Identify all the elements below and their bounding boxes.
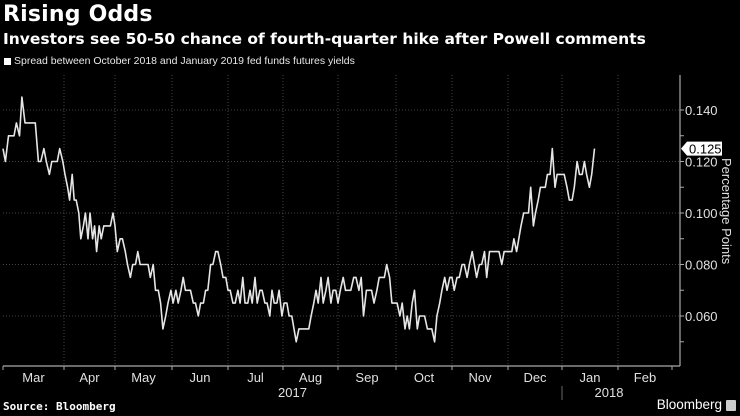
legend-swatch bbox=[4, 57, 11, 65]
x-tick-label: Mar bbox=[22, 370, 45, 385]
x-tick-label: Jul bbox=[247, 370, 264, 385]
x-tick-label: Sep bbox=[355, 370, 378, 385]
y-tick-label: 0.120 bbox=[685, 155, 718, 170]
chart-subtitle: Investors see 50-50 chance of fourth-qua… bbox=[3, 30, 646, 48]
legend-label: Spread between October 2018 and January … bbox=[14, 55, 355, 67]
x-axis-ticks: Mar Apr May Jun Jul Aug Sep Oct Nov Dec Jan Feb 2017… bbox=[2, 366, 673, 400]
last-value-label: 0.125 bbox=[681, 141, 722, 157]
source-note: Source: Bloomberg bbox=[3, 400, 116, 413]
x-tick-label: Feb bbox=[634, 370, 656, 385]
y-tick-label: 0.060 bbox=[685, 309, 718, 324]
x-tick-label: Apr bbox=[79, 370, 100, 385]
series-line bbox=[2, 96, 596, 343]
brand-logo-text: Bloomberg bbox=[656, 397, 722, 412]
legend: Spread between October 2018 and January … bbox=[4, 55, 355, 67]
gridlines bbox=[3, 75, 680, 366]
y-axis-ticks: 0.060 0.080 0.100 0.120 0.140 bbox=[680, 103, 718, 343]
last-value-text: 0.125 bbox=[689, 142, 722, 157]
x-tick-label: Jun bbox=[190, 370, 211, 385]
x-tick-label: Oct bbox=[414, 370, 435, 385]
y-tick-label: 0.100 bbox=[685, 206, 718, 221]
x-tick-label: Dec bbox=[523, 370, 547, 385]
chart-title: Rising Odds bbox=[3, 2, 153, 27]
x-year-label: 2017 bbox=[278, 385, 307, 400]
x-tick-label: Nov bbox=[468, 370, 492, 385]
last-value-badge bbox=[681, 141, 722, 156]
x-tick-label: Jan bbox=[580, 370, 601, 385]
y-tick-label: 0.140 bbox=[685, 103, 718, 118]
x-tick-label: Aug bbox=[299, 370, 322, 385]
x-year-label: 2018 bbox=[595, 385, 624, 400]
bloomberg-icon bbox=[726, 400, 736, 411]
x-tick-label: May bbox=[131, 370, 156, 385]
y-tick-label: 0.080 bbox=[685, 258, 718, 273]
axes bbox=[3, 75, 681, 367]
y-axis-label: Percentage Points bbox=[719, 158, 734, 265]
